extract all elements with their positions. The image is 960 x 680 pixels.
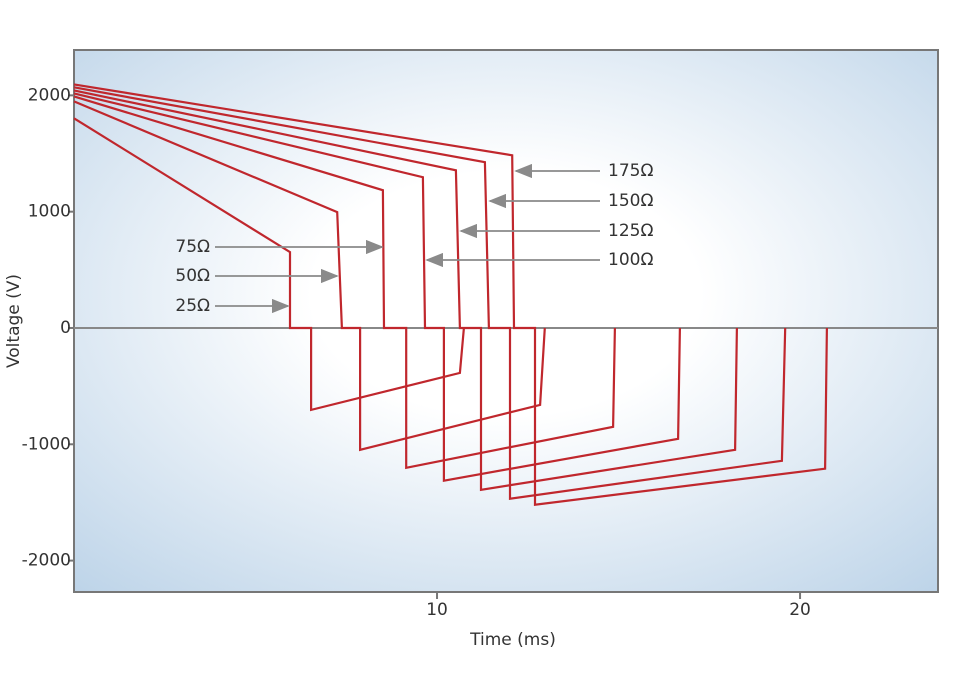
x-tick-label: 10 <box>426 600 448 620</box>
waveform <box>73 95 616 470</box>
y-tick-label: 1000 <box>28 202 71 222</box>
waveform <box>73 100 546 452</box>
annotation-label: 175Ω <box>608 161 653 181</box>
waveform <box>73 86 787 500</box>
y-tick-label: -2000 <box>22 551 71 571</box>
x-tick-label: 20 <box>789 600 811 620</box>
annotation-label: 75Ω <box>175 237 210 257</box>
waveform <box>73 89 738 492</box>
waveform <box>73 117 465 412</box>
y-tick-label: 0 <box>60 318 71 338</box>
y-tick-label: 2000 <box>28 85 71 105</box>
annotation-label: 150Ω <box>608 191 653 211</box>
plot-area <box>73 49 939 593</box>
y-axis-label: Voltage (V) <box>4 274 24 368</box>
annotation-label: 50Ω <box>175 266 210 286</box>
waveform <box>73 92 681 483</box>
annotation-label: 25Ω <box>175 296 210 316</box>
annotation-label: 125Ω <box>608 221 653 241</box>
x-axis-label: Time (ms) <box>469 630 556 650</box>
y-tick-label: -1000 <box>22 434 71 454</box>
annotation-label: 100Ω <box>608 250 653 270</box>
waveform <box>73 83 828 506</box>
